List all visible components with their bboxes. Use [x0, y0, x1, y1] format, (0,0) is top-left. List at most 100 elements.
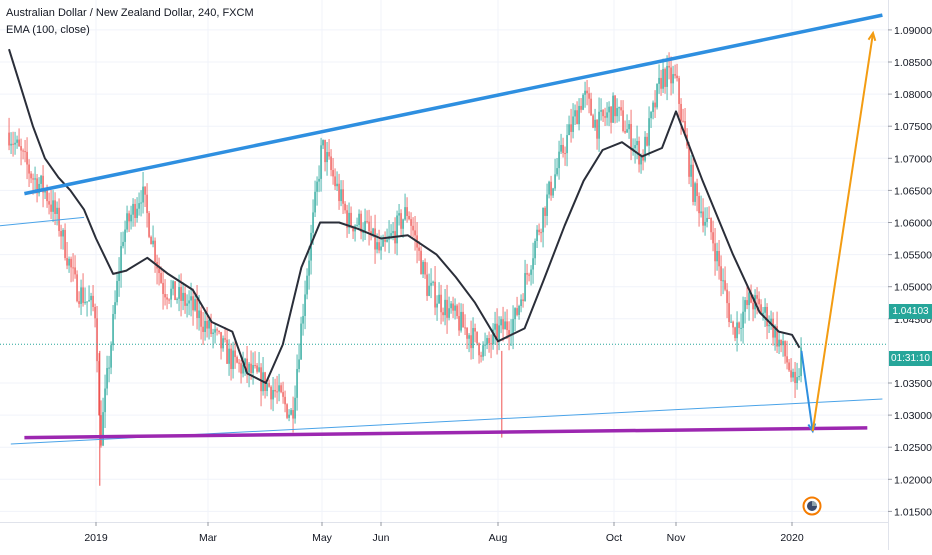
candle-body [256, 365, 258, 372]
time-tick-label: Nov [667, 532, 686, 544]
candle-body [646, 136, 648, 146]
candle-body [116, 280, 118, 303]
candle-body [502, 319, 504, 330]
candle-body [274, 389, 276, 392]
candle-body [604, 116, 606, 118]
candle-body [352, 226, 354, 232]
candle-body [492, 329, 494, 345]
candle-body [200, 310, 202, 327]
candle-body [392, 231, 394, 234]
candle-body [276, 391, 278, 393]
candle-body [512, 319, 514, 335]
candle-body [732, 321, 734, 328]
candle-body [716, 250, 718, 262]
candle-body [290, 410, 292, 415]
candle-body [16, 139, 18, 143]
candle-body [426, 274, 428, 296]
candle-body [570, 124, 572, 132]
candle-body [216, 329, 218, 331]
candle-body [418, 247, 420, 251]
candle-body [770, 318, 772, 325]
candle-body [12, 143, 14, 145]
candle-body [366, 221, 368, 223]
candle-body [260, 367, 262, 392]
candle-body [564, 153, 566, 155]
candle-body [34, 178, 36, 180]
upper-trendline[interactable] [24, 13, 883, 196]
projection-up-arrow[interactable] [811, 32, 874, 432]
candle-body [154, 240, 156, 263]
candle-body [140, 202, 142, 204]
candle-body [46, 190, 48, 202]
candle-body [288, 414, 290, 418]
candle-body [656, 83, 658, 108]
candle-body [530, 269, 532, 275]
candle-body [174, 281, 176, 300]
candle-body [130, 214, 132, 222]
candle-body [224, 338, 226, 340]
candle-body [740, 327, 742, 329]
candle-body [86, 301, 88, 303]
last-price-badge: 1.04103 [889, 304, 932, 319]
candle-body [406, 207, 408, 216]
ema-line[interactable] [8, 48, 801, 384]
candle-body [606, 112, 608, 118]
candle-body [680, 103, 682, 121]
price-tick-label: 1.08000 [894, 89, 932, 101]
candle-body [544, 207, 546, 216]
candle-body [470, 335, 472, 349]
candle-body [782, 341, 784, 346]
candle-body [14, 142, 16, 145]
candle-body [326, 152, 328, 163]
candle-body [308, 260, 310, 276]
candle-body [756, 295, 758, 299]
candle-body [670, 67, 672, 84]
candle-body [396, 215, 398, 244]
candle-body [412, 225, 414, 231]
candle-body [94, 306, 96, 319]
candle-body [440, 294, 442, 313]
candle-body [448, 308, 450, 318]
candle-body [466, 328, 468, 339]
candle-body [186, 303, 188, 306]
candle-body [610, 106, 612, 123]
time-axis[interactable]: 2019 Mar May Jun Aug Oct Nov 2020 [0, 522, 888, 550]
candle-body [476, 331, 478, 344]
candle-body [250, 363, 252, 373]
candle-body [278, 385, 280, 392]
candle-body [550, 181, 552, 196]
candle-body [50, 204, 52, 212]
magnet-circle-icon[interactable] [802, 496, 822, 516]
price-axis[interactable]: 1.09000 1.08500 1.08000 1.07500 1.07000 1.065… [888, 0, 932, 550]
candle-body [762, 312, 764, 315]
candle-body [650, 111, 652, 119]
candle-body [414, 230, 416, 236]
candle-body [428, 285, 430, 296]
candle-body [462, 311, 464, 328]
price-tick-label: 1.06000 [894, 218, 932, 230]
candle-body [210, 320, 212, 334]
candle-body [630, 124, 632, 151]
support-line[interactable] [24, 426, 868, 440]
indicator-label[interactable]: EMA (100, close) [6, 24, 90, 36]
projection-down-arrow[interactable] [800, 350, 814, 432]
candle-body [208, 320, 210, 329]
candle-body [170, 288, 172, 300]
candle-body [126, 213, 128, 230]
candle-body [40, 175, 42, 184]
candle-body [64, 229, 66, 259]
candle-body [282, 392, 284, 397]
candle-body [106, 368, 108, 389]
candle-body [460, 311, 462, 331]
candle-body [590, 98, 592, 116]
candle-body [598, 111, 600, 139]
candle-body [228, 348, 230, 364]
candle-body [234, 350, 236, 358]
candle-body [436, 303, 438, 308]
candle-body [712, 232, 714, 244]
candle-body [372, 228, 374, 236]
candle-body [190, 296, 192, 301]
candle-body [344, 203, 346, 211]
